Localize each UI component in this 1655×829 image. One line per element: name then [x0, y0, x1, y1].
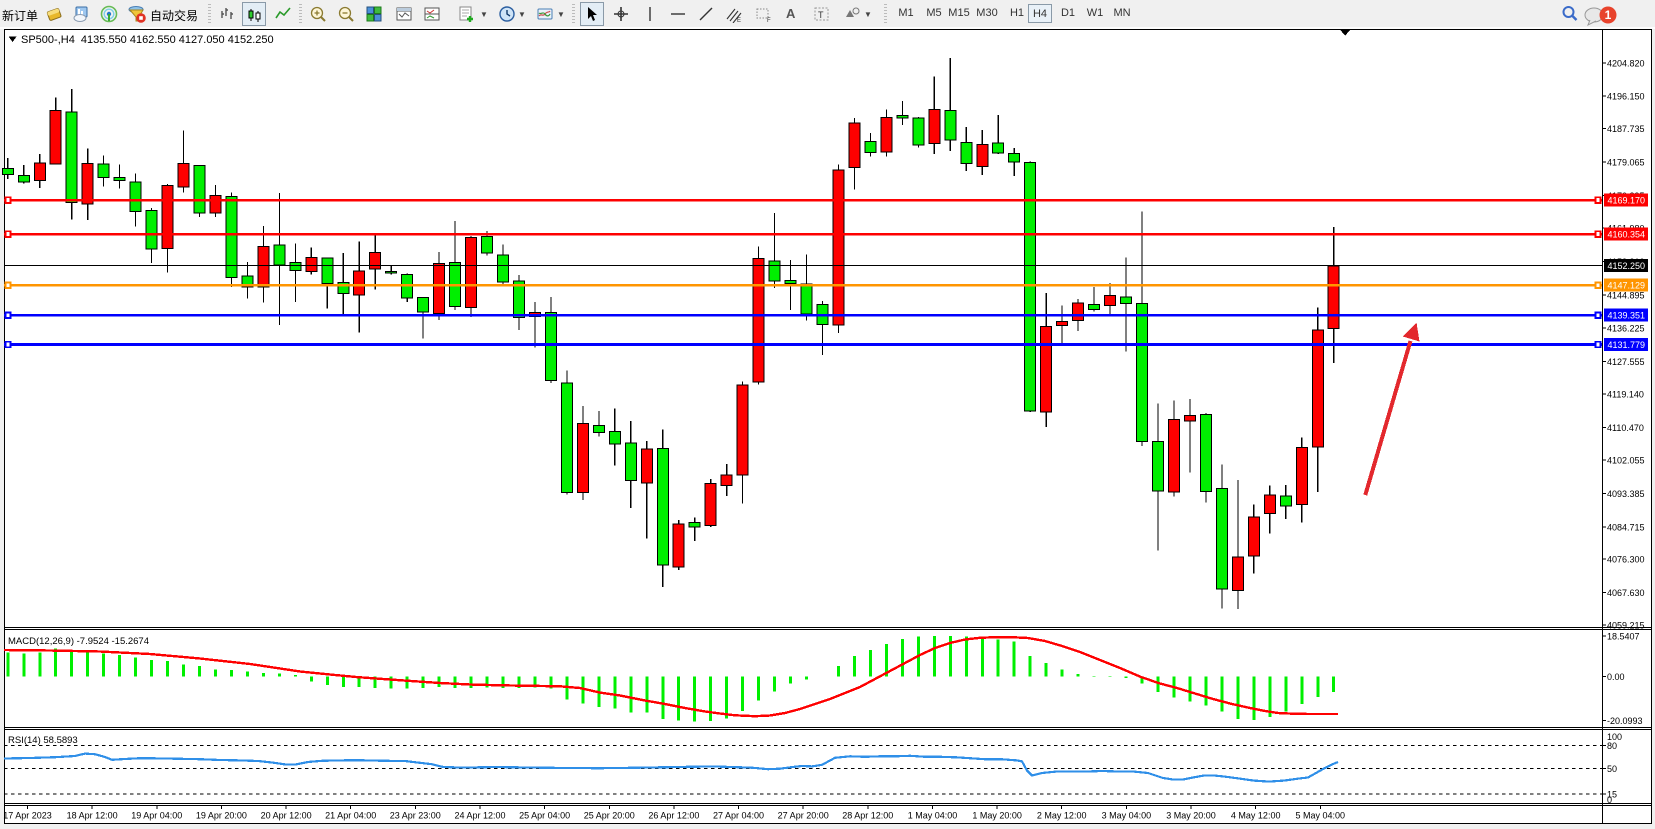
svg-text:F: F: [767, 18, 771, 23]
svg-text:4 May 12:00: 4 May 12:00: [1231, 811, 1281, 821]
svg-text:4059.215: 4059.215: [1607, 621, 1645, 631]
svg-text:24 Apr 12:00: 24 Apr 12:00: [454, 811, 505, 821]
svg-text:4136.225: 4136.225: [1607, 324, 1645, 334]
svg-text:27 Apr 04:00: 27 Apr 04:00: [713, 811, 764, 821]
svg-text:26 Apr 12:00: 26 Apr 12:00: [648, 811, 699, 821]
svg-text:T: T: [818, 10, 824, 20]
svg-text:5 May 04:00: 5 May 04:00: [1296, 811, 1346, 821]
svg-text:25 Apr 04:00: 25 Apr 04:00: [519, 811, 570, 821]
svg-text:1: 1: [1605, 8, 1612, 22]
svg-text:18.5407: 18.5407: [1607, 632, 1640, 642]
svg-text:4127.555: 4127.555: [1607, 357, 1645, 367]
svg-text:-20.0993: -20.0993: [1607, 716, 1643, 726]
svg-text:100: 100: [1607, 732, 1622, 742]
svg-text:3 May 20:00: 3 May 20:00: [1166, 811, 1216, 821]
svg-text:4067.630: 4067.630: [1607, 588, 1645, 598]
svg-text:4179.065: 4179.065: [1607, 158, 1645, 168]
svg-text:20 Apr 12:00: 20 Apr 12:00: [261, 811, 312, 821]
svg-text:4160.354: 4160.354: [1608, 230, 1646, 240]
svg-text:4102.055: 4102.055: [1607, 455, 1645, 465]
svg-text:28 Apr 12:00: 28 Apr 12:00: [842, 811, 893, 821]
svg-text:0.00: 0.00: [1607, 672, 1625, 682]
svg-text:17 Apr 2023: 17 Apr 2023: [3, 811, 52, 821]
svg-text:19 Apr 04:00: 19 Apr 04:00: [131, 811, 182, 821]
svg-text:4093.385: 4093.385: [1607, 489, 1645, 499]
svg-text:1 May 20:00: 1 May 20:00: [972, 811, 1022, 821]
svg-text:4119.140: 4119.140: [1607, 390, 1644, 400]
svg-text:1 May 04:00: 1 May 04:00: [908, 811, 958, 821]
svg-text:23 Apr 23:00: 23 Apr 23:00: [390, 811, 441, 821]
svg-text:80: 80: [1607, 741, 1617, 751]
svg-text:25 Apr 20:00: 25 Apr 20:00: [584, 811, 635, 821]
svg-text:RSI(14) 58.5893: RSI(14) 58.5893: [8, 735, 78, 746]
svg-text:4139.351: 4139.351: [1608, 311, 1646, 321]
svg-text:27 Apr 20:00: 27 Apr 20:00: [778, 811, 829, 821]
svg-text:4196.150: 4196.150: [1607, 92, 1645, 102]
svg-text:4110.470: 4110.470: [1607, 423, 1644, 433]
svg-text:4144.895: 4144.895: [1607, 290, 1645, 300]
svg-text:3 May 04:00: 3 May 04:00: [1102, 811, 1152, 821]
svg-text:4147.129: 4147.129: [1608, 281, 1646, 291]
svg-text:4204.820: 4204.820: [1607, 58, 1645, 68]
svg-text:15: 15: [1607, 790, 1617, 800]
svg-text:4152.250: 4152.250: [1608, 261, 1646, 271]
svg-text:MACD(12,26,9) -7.9524 -15.2674: MACD(12,26,9) -7.9524 -15.2674: [8, 636, 149, 647]
svg-text:4076.300: 4076.300: [1607, 555, 1645, 565]
svg-text:E: E: [737, 18, 741, 23]
svg-text:SP500-,H4 4135.550 4162.550 4: SP500-,H4 4135.550 4162.550 4127.050 415…: [21, 34, 274, 46]
svg-text:2 May 12:00: 2 May 12:00: [1037, 811, 1087, 821]
svg-text:19 Apr 20:00: 19 Apr 20:00: [196, 811, 247, 821]
svg-text:0: 0: [1607, 795, 1612, 805]
svg-text:4131.779: 4131.779: [1608, 340, 1646, 350]
svg-text:50: 50: [1607, 764, 1617, 774]
svg-text:4084.715: 4084.715: [1607, 522, 1645, 532]
svg-text:21 Apr 04:00: 21 Apr 04:00: [325, 811, 376, 821]
svg-text:4187.735: 4187.735: [1607, 124, 1645, 134]
svg-text:18 Apr 12:00: 18 Apr 12:00: [67, 811, 118, 821]
svg-text:4169.170: 4169.170: [1608, 196, 1646, 206]
